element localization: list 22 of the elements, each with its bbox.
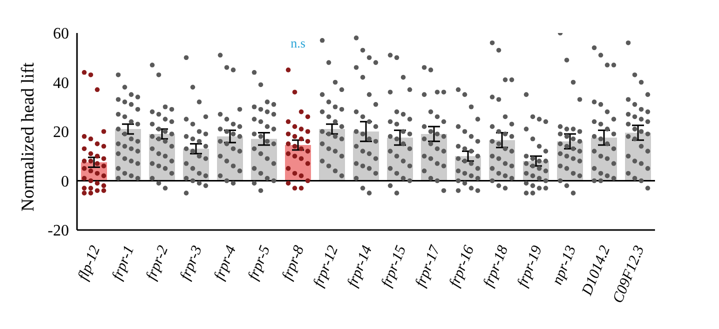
- y-tick-label: 40: [53, 74, 69, 92]
- x-tick-label: frpr-5: [246, 243, 274, 282]
- y-tick-label: 20: [53, 124, 69, 142]
- x-tick-label: npr-13: [550, 244, 580, 288]
- x-tick-label: frpr-16: [446, 243, 478, 290]
- x-tick-label: frpr-1: [110, 244, 138, 282]
- x-tick-label: frpr-4: [212, 243, 240, 282]
- x-tick-label: frpr-17: [412, 242, 444, 290]
- x-tick-label: frpr-19: [514, 243, 546, 290]
- x-tick-label: flp-12: [75, 243, 104, 283]
- x-tick-label: frpr-12: [310, 243, 342, 290]
- y-tick-label: -20: [48, 222, 69, 240]
- y-tick-label: 0: [61, 173, 69, 190]
- x-tick-label: frpr-18: [480, 243, 512, 290]
- x-tick-label: frpr-2: [144, 243, 172, 282]
- y-axis-title: Normalized head lift: [17, 62, 38, 212]
- annotation: n.s: [290, 36, 306, 51]
- y-tick-label: 60: [53, 26, 69, 43]
- x-tick-label: frpr-8: [280, 243, 308, 282]
- x-tick-label: frpr-3: [178, 244, 206, 282]
- x-tick-label: frpr-14: [344, 243, 376, 290]
- x-tick-label: frpr-15: [378, 243, 410, 290]
